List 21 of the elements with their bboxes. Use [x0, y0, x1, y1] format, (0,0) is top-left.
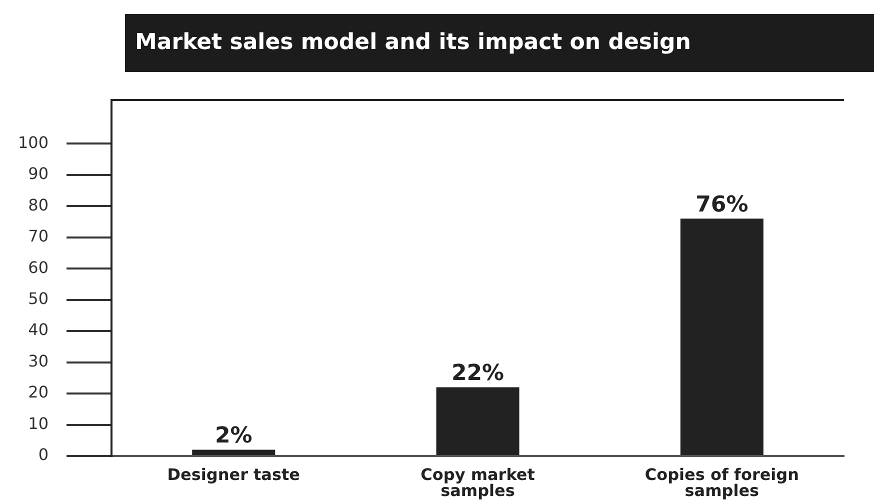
y-tick-label: 50	[28, 289, 49, 308]
y-tick-label: 100	[18, 132, 49, 152]
x-tick-label: Copies of foreign samples	[644, 465, 800, 500]
y-tick-label: 10	[28, 414, 49, 433]
data-label: 76%	[696, 192, 748, 218]
data-label: 2%	[214, 423, 252, 448]
data-label: 22%	[451, 361, 504, 386]
x-tick-label: Designer taste	[167, 465, 300, 484]
x-tick-label: Copy market samples	[420, 465, 536, 500]
chart-title: Market sales model and its impact on design	[125, 14, 874, 72]
y-tick-label: 20	[28, 382, 49, 402]
y-tick-label: 40	[28, 320, 49, 340]
y-tick-label: 90	[28, 164, 49, 184]
y-tick-label: 0	[38, 445, 49, 464]
bar	[680, 218, 764, 455]
y-tick-label: 60	[28, 258, 49, 277]
bar	[436, 387, 520, 455]
y-tick-label: 30	[28, 351, 49, 370]
y-tick-label: 70	[28, 226, 49, 246]
y-tick-label: 80	[28, 195, 49, 214]
bar	[192, 450, 276, 455]
